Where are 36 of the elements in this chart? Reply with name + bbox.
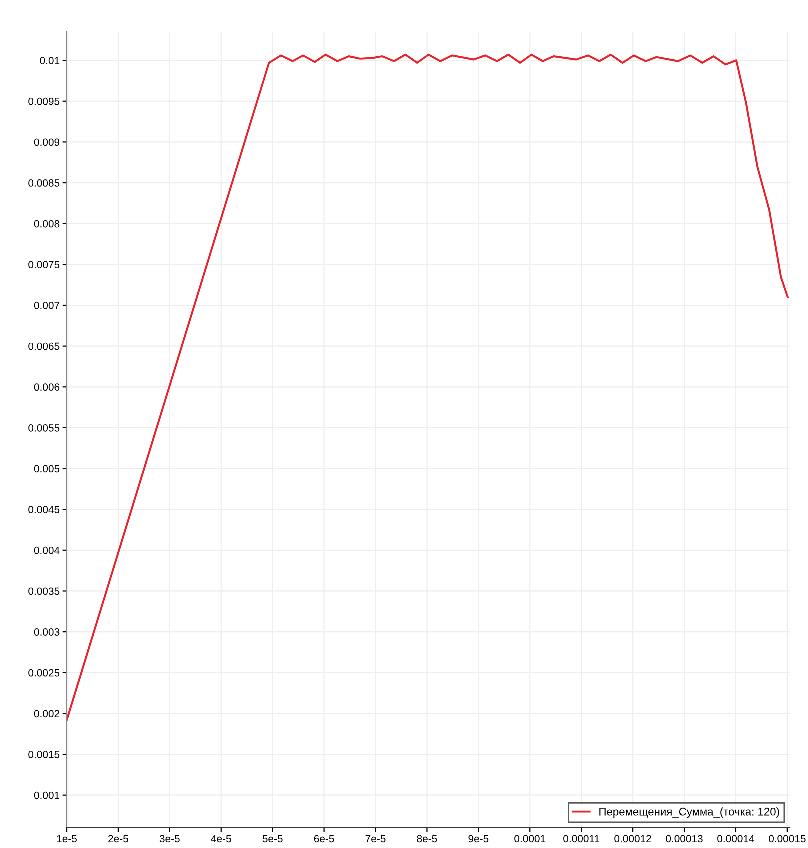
x-tick-label: 0.00014 — [718, 835, 754, 843]
y-tick-label: 0.0015 — [28, 751, 60, 758]
y-tick-label: 0.01 — [40, 57, 60, 64]
x-tick-label: 9e-5 — [468, 835, 489, 843]
y-tick-label: 0.009 — [34, 138, 60, 146]
y-tick-label: 0.003 — [34, 628, 60, 636]
y-tick-label: 0.007 — [34, 302, 60, 310]
x-tick-label: 1e-5 — [57, 835, 77, 843]
x-tick-label: 5e-5 — [262, 835, 283, 843]
legend-label: Перемещения_Сумма_(точка: 120) — [600, 808, 780, 818]
x-tick-label: 4e-5 — [211, 835, 232, 843]
x-tick-label: 8e-5 — [417, 835, 438, 843]
y-tick-label: 0.004 — [34, 546, 60, 554]
y-tick-label: 0.006 — [34, 384, 60, 392]
y-tick-label: 0.0065 — [28, 342, 60, 350]
x-tick-label: 0.00012 — [614, 835, 652, 843]
line-series — [67, 54, 789, 722]
x-tick-label: 6e-5 — [314, 835, 334, 843]
x-tick-label: 7e-5 — [366, 835, 386, 843]
y-tick-label: 0.0075 — [28, 261, 60, 269]
x-tick-label: 0.00013 — [666, 835, 703, 843]
x-tick-label: 0.0001 — [514, 835, 546, 843]
y-tick-label: 0.0095 — [28, 98, 60, 106]
y-tick-label: 0.0085 — [28, 180, 60, 187]
y-tick-label: 0.0035 — [28, 588, 60, 596]
y-tick-label: 0.002 — [34, 710, 60, 718]
y-tick-label: 0.001 — [34, 792, 60, 800]
x-tick-label: 2e-5 — [108, 835, 128, 843]
y-tick-label: 0.008 — [34, 220, 60, 228]
x-tick-label: 3e-5 — [160, 835, 180, 843]
y-tick-label: 0.0055 — [28, 424, 60, 432]
x-tick-label: 0.00011 — [564, 835, 600, 843]
y-tick-label: 0.0025 — [28, 669, 60, 677]
y-tick-label: 0.005 — [34, 465, 60, 473]
y-tick-label: 0.0045 — [28, 506, 60, 514]
x-tick-label: 0.00015 — [769, 835, 806, 843]
